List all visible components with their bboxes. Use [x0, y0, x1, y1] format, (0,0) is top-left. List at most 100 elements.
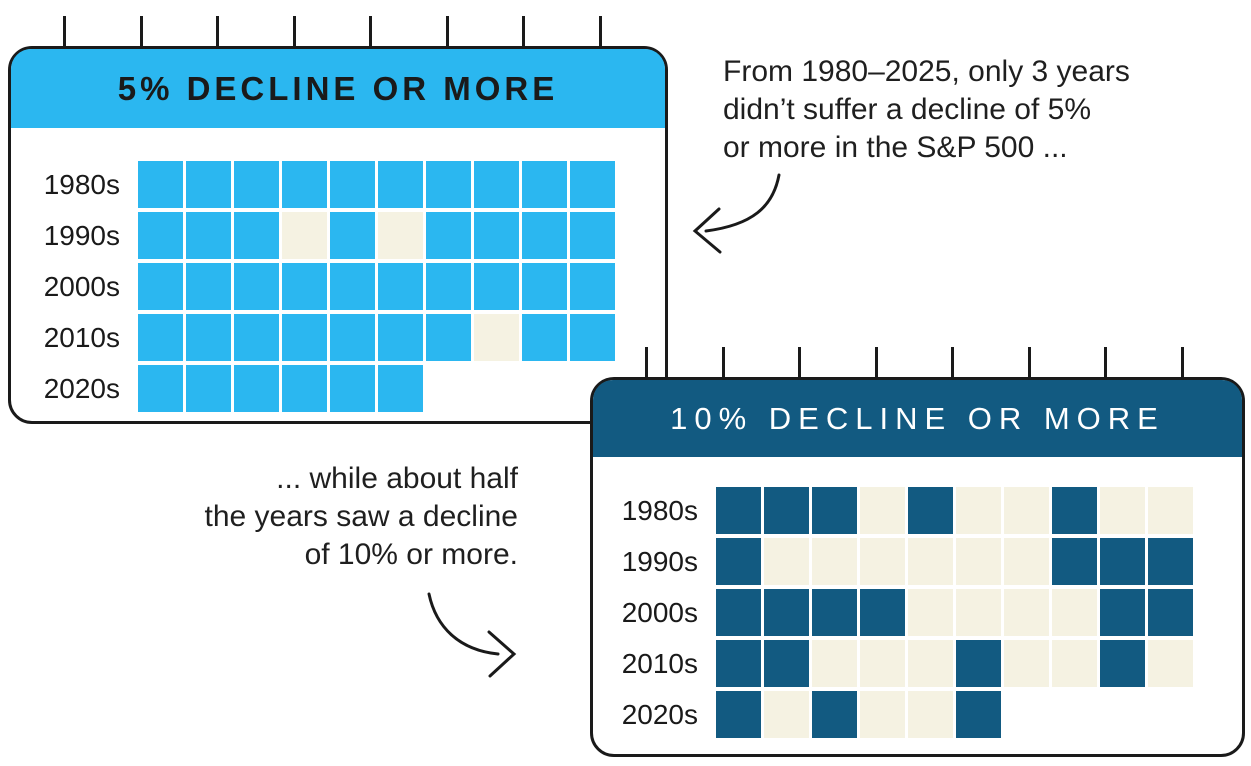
year-cell-2006 [1004, 589, 1049, 636]
year-cell-1998 [522, 212, 567, 259]
calendar-10pct-grid: 1980s 1990s 2000s 2010s 2020s [611, 487, 1196, 742]
ring-stem [644, 347, 648, 387]
year-cell-1995 [378, 212, 423, 259]
year-cell-2006 [426, 263, 471, 310]
year-cell-2023 [282, 365, 327, 412]
decade-label: 1990s [43, 219, 120, 251]
year-cell-2012 [812, 640, 857, 687]
ring-stem [139, 16, 143, 56]
year-cell-2004 [908, 589, 953, 636]
year-cell-2022 [234, 365, 279, 412]
ring-stem [1103, 347, 1107, 387]
year-cell-1992 [234, 212, 279, 259]
annotation-5pct: From 1980–2025, only 3 years didn’t suff… [723, 55, 1130, 164]
ring-stem [215, 16, 219, 56]
year-cell-2015 [378, 314, 423, 361]
year-cell-2014 [330, 314, 375, 361]
year-cell-1996 [426, 212, 471, 259]
year-cell-1995 [956, 538, 1001, 585]
year-cell-1980 [138, 161, 183, 208]
year-cell-1986 [426, 161, 471, 208]
decade-label: 2020s [43, 372, 120, 404]
year-cell-2010 [138, 314, 183, 361]
ring-stem [368, 16, 372, 56]
year-cell-1987 [1052, 487, 1097, 534]
year-cell-1990 [716, 538, 761, 585]
year-cell-1986 [1004, 487, 1049, 534]
arrow-to-5pct-calendar-icon [704, 173, 781, 233]
year-cell-2024 [908, 691, 953, 738]
arrow-to-5pct-calendar-head-icon [692, 207, 722, 254]
year-cell-2019 [1148, 640, 1193, 687]
year-cell-2014 [908, 640, 953, 687]
decade-label: 2010s [43, 321, 120, 353]
year-cell-1983 [282, 161, 327, 208]
year-cell-2009 [1148, 589, 1193, 636]
ring-stem [1180, 347, 1184, 387]
year-cell-1999 [570, 212, 615, 259]
year-cell-2013 [860, 640, 905, 687]
year-cell-1998 [1100, 538, 1145, 585]
year-cell-2011 [186, 314, 231, 361]
year-cell-1997 [474, 212, 519, 259]
calendar-5pct-grid: 1980s 1990s 2000s 2010s 2020s [31, 161, 618, 416]
year-cell-1991 [186, 212, 231, 259]
decade-row-1990s: 1990s [611, 538, 1196, 585]
year-cell-1980 [716, 487, 761, 534]
year-cell-2018 [522, 314, 567, 361]
year-cell-1989 [1148, 487, 1193, 534]
year-cell-2008 [522, 263, 567, 310]
year-cell-2017 [1052, 640, 1097, 687]
year-cell-2021 [186, 365, 231, 412]
year-cell-2001 [186, 263, 231, 310]
decade-row-2010s: 2010s [31, 314, 618, 361]
decade-row-2010s: 2010s [611, 640, 1196, 687]
ring-stem [62, 16, 66, 56]
year-cell-2011 [764, 640, 809, 687]
year-cell-2007 [1052, 589, 1097, 636]
year-cell-2025 [378, 365, 423, 412]
year-cell-1982 [812, 487, 857, 534]
ring-stem [292, 16, 296, 56]
calendar-5pct-header: 5% DECLINE OR MORE [11, 49, 665, 128]
year-cell-2020 [716, 691, 761, 738]
year-cell-1994 [908, 538, 953, 585]
year-cell-2018 [1100, 640, 1145, 687]
decade-row-2020s: 2020s [31, 365, 618, 412]
decade-row-1980s: 1980s [31, 161, 618, 208]
calendar-5pct-title: 5% DECLINE OR MORE [117, 69, 559, 107]
year-cell-2001 [764, 589, 809, 636]
year-cell-1981 [186, 161, 231, 208]
year-cell-2003 [860, 589, 905, 636]
calendar-5pct: 5% DECLINE OR MORE 1980s 1990s 2000s 2010s 2… [8, 16, 668, 424]
year-cell-1981 [764, 487, 809, 534]
decade-label: 1980s [621, 494, 698, 526]
year-cell-2004 [330, 263, 375, 310]
year-cell-2024 [330, 365, 375, 412]
year-cell-1987 [474, 161, 519, 208]
year-cell-1984 [330, 161, 375, 208]
year-cell-2003 [282, 263, 327, 310]
year-cell-1991 [764, 538, 809, 585]
ring-stem [950, 347, 954, 387]
calendar-10pct-header: 10% DECLINE OR MORE [593, 380, 1242, 457]
year-cell-1993 [860, 538, 905, 585]
decade-row-1990s: 1990s [31, 212, 618, 259]
ring-stem [598, 16, 602, 56]
year-cell-2005 [378, 263, 423, 310]
year-cell-1994 [330, 212, 375, 259]
year-cell-1993 [282, 212, 327, 259]
year-cell-1983 [860, 487, 905, 534]
decade-row-2000s: 2000s [611, 589, 1196, 636]
calendar-10pct: 10% DECLINE OR MORE 1980s 1990s 2000s 2010s… [590, 347, 1245, 757]
year-cell-2025 [956, 691, 1001, 738]
year-cell-2009 [570, 263, 615, 310]
ring-stem [797, 347, 801, 387]
year-cell-1999 [1148, 538, 1193, 585]
year-cell-2013 [282, 314, 327, 361]
decade-label: 1990s [621, 545, 698, 577]
decade-row-2020s: 2020s [611, 691, 1196, 738]
decade-label: 1980s [43, 168, 120, 200]
year-cell-2007 [474, 263, 519, 310]
